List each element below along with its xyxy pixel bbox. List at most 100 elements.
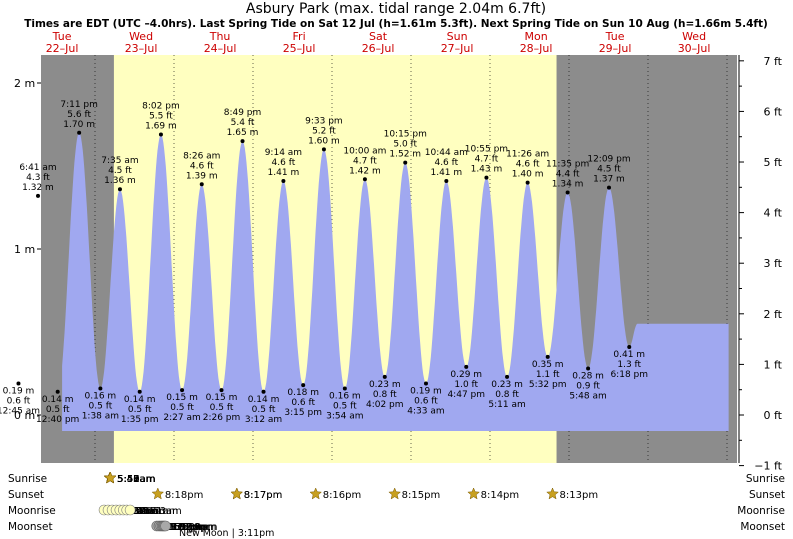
low-tide-label: 1.1 ft	[536, 370, 560, 380]
right-tick-label: 2 ft	[764, 308, 783, 321]
low-tide-label: 0.5 ft	[46, 405, 70, 415]
low-tide-label: 0.15 m	[206, 393, 238, 403]
high-tide-label: 9:14 am	[265, 148, 302, 158]
axes: 0 m 1 m 2 m −1 ft 0 ft 1 ft 2 ft 3 ft 4 ft 5 ft 6 …	[14, 55, 783, 473]
sunset-icon	[388, 487, 402, 500]
low-tide-label: 0.41 m	[613, 350, 645, 360]
low-tide-label: 0.23 m	[491, 380, 523, 390]
low-tide-label: 0.5 ft	[210, 403, 234, 413]
low-tide-label: 4:47 pm	[447, 390, 485, 400]
low-tide-label: 5:48 am	[569, 392, 606, 402]
high-tide-label: 4.4 ft	[556, 170, 580, 180]
chart-subtitle: Times are EDT (UTC –4.0hrs). Last Spring…	[24, 18, 768, 30]
sunset-icon	[467, 487, 480, 500]
row-label-right: Sunrise	[746, 473, 785, 485]
high-tide-label: 1.52 m	[389, 150, 421, 160]
day-label: Fri	[293, 30, 306, 43]
low-tide-label: 0.14 m	[124, 395, 156, 405]
low-tide-label: 0.5 ft	[170, 403, 194, 413]
low-tide-label: 0.5 ft	[128, 405, 152, 415]
low-tide-marker	[464, 364, 469, 369]
moonrise-time: 10:51am	[134, 506, 179, 517]
low-tide-marker	[55, 389, 60, 394]
sunrise-time: 5:49am	[117, 474, 155, 485]
date-label: 23–Jul	[125, 42, 158, 55]
low-tide-label: 0.9 ft	[576, 382, 600, 392]
high-tide-marker	[77, 130, 82, 135]
sunset-time: 8:16pm	[323, 490, 362, 501]
row-label-left: Moonrise	[8, 505, 56, 517]
high-tide-label: 1.41 m	[430, 168, 462, 178]
moonset-time: 9:11pm	[168, 522, 207, 533]
new-moon-note: New Moon | 3:11pm	[179, 528, 274, 539]
high-tide-label: 1.37 m	[593, 175, 625, 185]
date-label: 26–Jul	[362, 42, 395, 55]
low-tide-label: 0.35 m	[532, 360, 564, 370]
high-tide-label: 1.60 m	[308, 136, 340, 146]
high-tide-label: 5.0 ft	[393, 140, 417, 150]
low-tide-label: 2:26 pm	[203, 413, 241, 423]
sunrise-time: 5:48am	[117, 474, 155, 485]
high-tide-marker	[606, 185, 611, 190]
high-tide-label: 11:26 am	[506, 150, 549, 160]
moonrise-time: 6:25am	[119, 506, 157, 517]
sunrise-icon	[103, 471, 117, 484]
row-label-left: Moonset	[8, 521, 53, 533]
low-tide-marker	[16, 381, 21, 386]
sunrise-time: 5:51am	[117, 474, 155, 485]
left-tick-label: 0 m	[14, 409, 35, 422]
date-label: 27–Jul	[441, 42, 474, 55]
low-tide-label: 0.16 m	[85, 391, 117, 401]
high-tide-marker	[240, 139, 245, 144]
high-tide-label: 4.6 ft	[190, 161, 214, 171]
sunset-time: 8:17pm	[244, 490, 283, 501]
low-tide-label: 0.8 ft	[495, 390, 519, 400]
low-tide-label: 1:35 pm	[121, 415, 159, 425]
low-tide-label: 0.6 ft	[414, 396, 438, 406]
almanac-table: Sunrise Sunrise Sunset Sunset Moonrise Moonri…	[8, 471, 785, 539]
low-tide-marker	[382, 374, 387, 379]
low-tide-marker	[505, 374, 510, 379]
high-tide-label: 1.34 m	[552, 180, 584, 190]
low-tide-label: 0.16 m	[329, 391, 361, 401]
date-label: 22–Jul	[46, 42, 79, 55]
low-tide-label: 1.3 ft	[617, 360, 641, 370]
high-tide-label: 1.42 m	[349, 166, 381, 176]
moonset-time: 9:37pm	[169, 522, 208, 533]
low-tide-marker	[219, 388, 224, 393]
right-tick-label: 6 ft	[764, 105, 783, 118]
moonrise-time: 9:49am	[130, 506, 168, 517]
moonset-icon	[160, 520, 171, 532]
high-tide-label: 10:15 pm	[384, 130, 427, 140]
left-tick-label: 1 m	[14, 243, 35, 256]
high-tide-label: 4.5 ft	[597, 165, 621, 175]
right-tick-label: 5 ft	[764, 156, 783, 169]
sunset-time: 8:14pm	[481, 490, 520, 501]
high-tide-label: 1.65 m	[227, 128, 259, 138]
tide-curve	[62, 132, 729, 431]
high-tide-label: 1.41 m	[268, 168, 300, 178]
low-tide-label: 3:54 am	[326, 411, 363, 421]
sunrise-time: 5:52am	[117, 474, 155, 485]
low-tide-label: 0.15 m	[166, 393, 198, 403]
date-label: 29–Jul	[599, 42, 632, 55]
date-label: 25–Jul	[283, 42, 316, 55]
moonset-time: 8:39pm	[166, 522, 205, 533]
day-label: Thu	[209, 30, 231, 43]
tide-layer	[62, 132, 729, 431]
high-tide-label: 4.5 ft	[108, 166, 132, 176]
right-tick-label: 4 ft	[764, 207, 783, 220]
low-tide-marker	[423, 381, 428, 386]
high-tide-marker	[281, 178, 286, 183]
high-tide-marker	[484, 175, 489, 180]
low-tide-label: 4:33 am	[407, 406, 444, 416]
high-tide-marker	[117, 187, 122, 192]
high-tide-label: 5.2 ft	[312, 126, 336, 136]
low-tide-label: 3:12 am	[245, 415, 282, 425]
low-tide-marker	[627, 344, 632, 349]
high-tide-marker	[444, 178, 449, 183]
low-tide-label: 5:11 am	[488, 400, 525, 410]
high-tide-label: 1.70 m	[63, 120, 95, 130]
row-label-left: Sunrise	[8, 473, 47, 485]
